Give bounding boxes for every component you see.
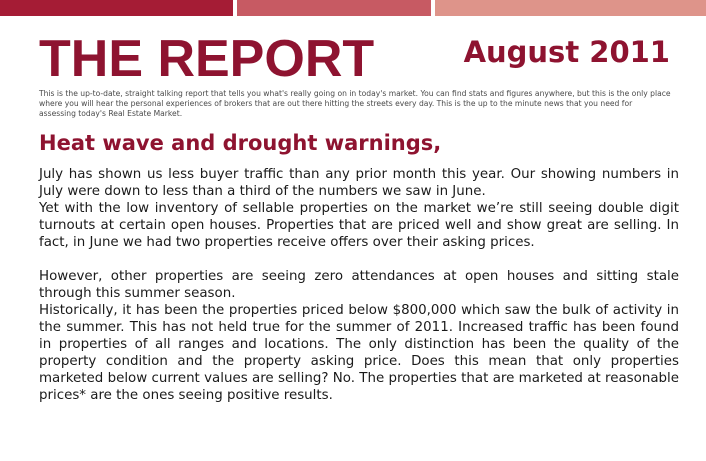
article-paragraph: Historically, it has been the properties… [39, 303, 679, 403]
report-date: August 2011 [463, 35, 670, 69]
header-color-bands [0, 0, 706, 16]
article-body: July has shown us less buyer traffic tha… [39, 166, 679, 404]
color-band-salmon [435, 0, 706, 16]
article-headline: Heat wave and drought warnings, [39, 131, 442, 155]
intro-blurb: This is the up-to-date, straight talking… [39, 89, 671, 118]
article-paragraph: July has shown us less buyer traffic tha… [39, 167, 679, 199]
article-paragraph: However, other properties are seeing zer… [39, 269, 679, 301]
report-title: THE REPORT [39, 30, 375, 88]
color-band-rose [237, 0, 431, 16]
article-paragraph: Yet with the low inventory of sellable p… [39, 201, 679, 250]
color-band-dark-red [0, 0, 233, 16]
